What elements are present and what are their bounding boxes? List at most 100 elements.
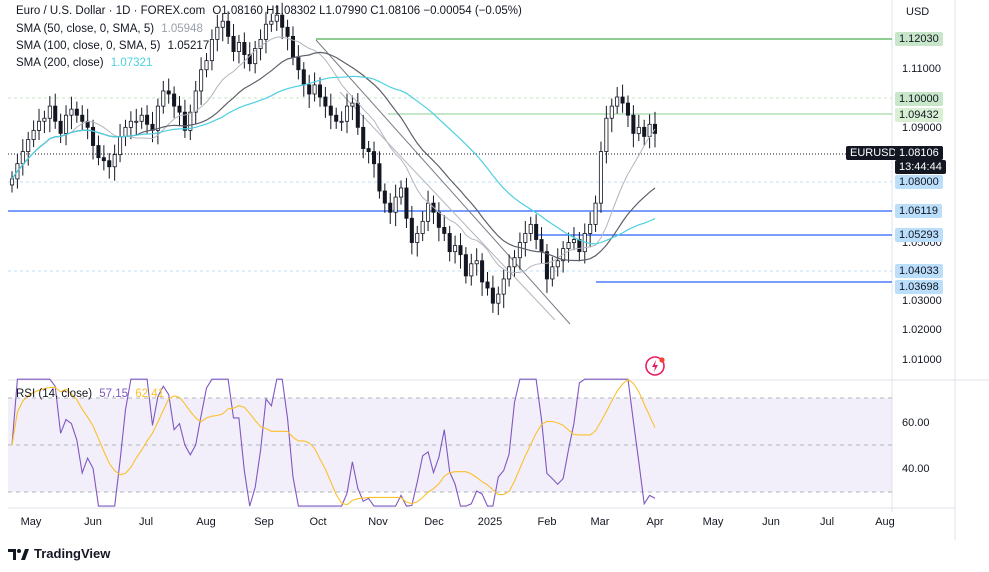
candle [625, 102, 631, 116]
candle [436, 211, 441, 228]
candle [550, 266, 555, 280]
sma200-line [11, 75, 656, 245]
candle [36, 120, 42, 131]
candle [642, 126, 647, 137]
candle [42, 117, 47, 122]
brand-name: TradingView [34, 546, 111, 561]
candle [188, 111, 193, 131]
sma50-line [11, 36, 656, 274]
candle [58, 120, 63, 134]
candle [204, 60, 209, 71]
time-tick: Aug [196, 516, 216, 528]
candle [388, 202, 393, 213]
price-tick: 1.11000 [902, 63, 941, 75]
candle [328, 105, 333, 116]
candle [604, 117, 609, 153]
candle [420, 220, 425, 234]
sma50-label: SMA (50, close, 0, SMA, 5) [16, 23, 155, 35]
candle [409, 217, 414, 243]
candle [118, 136, 123, 156]
candle [80, 114, 85, 122]
candle [458, 245, 463, 256]
sma100-label: SMA (100, close, 0, SMA, 5) [16, 40, 161, 52]
price-tick: 1.03000 [902, 295, 942, 307]
sma200-label: SMA (200, close) [16, 57, 104, 69]
trend-line [339, 91, 556, 321]
candle [615, 96, 620, 107]
candle [258, 39, 263, 49]
candle [507, 266, 512, 280]
candle [323, 96, 328, 107]
candle [269, 20, 274, 25]
rsi-value: 57.15 [99, 388, 129, 400]
tradingview-logo[interactable]: TradingView [8, 546, 110, 561]
time-tick: Jun [84, 516, 102, 528]
candle [593, 202, 598, 225]
candle [469, 263, 474, 277]
candle [199, 69, 204, 92]
candle [307, 84, 312, 95]
time-tick: Apr [646, 516, 664, 528]
candle [555, 260, 560, 268]
candle [247, 54, 252, 65]
candle [242, 42, 247, 55]
candle [182, 111, 187, 131]
candle [220, 20, 225, 28]
candle [355, 102, 360, 128]
candle [161, 90, 166, 107]
candle [523, 233, 528, 243]
level-tag: 1.12030 [895, 32, 943, 46]
candle [139, 114, 144, 122]
candle [96, 145, 101, 159]
candle [463, 254, 468, 277]
time-tick: Oct [309, 516, 327, 528]
candle [652, 123, 658, 134]
candle [620, 96, 625, 104]
candle [53, 105, 58, 122]
time-tick: Aug [875, 516, 895, 528]
candle [447, 233, 452, 253]
candle [193, 90, 198, 113]
time-tick: Dec [424, 516, 444, 528]
candle [339, 120, 344, 123]
sma50-legend[interactable]: SMA (50, close, 0, SMA, 5) 1.05948 [16, 23, 203, 35]
candle [453, 245, 458, 253]
rsi-legend[interactable]: RSI (14, close) 57.15 62.41 [16, 388, 164, 400]
symbol-tag: EURUSD [846, 146, 901, 160]
candle [301, 69, 306, 86]
candle [317, 84, 323, 98]
time-tick: 2025 [477, 516, 503, 528]
sma200-legend[interactable]: SMA (200, close) 1.07321 [16, 57, 152, 69]
candle [312, 84, 317, 95]
symbol-info[interactable]: Euro / U.S. Dollar · 1D · FOREX.com O1.0… [16, 5, 522, 17]
price-tick: 1.02000 [902, 324, 942, 336]
lightning-icon[interactable] [645, 355, 665, 376]
candle [539, 239, 544, 253]
candle [123, 126, 128, 137]
candle [366, 148, 371, 152]
candle [31, 129, 36, 140]
candle [47, 105, 52, 119]
rsi-label: RSI (14, close) [16, 388, 93, 400]
candle [490, 287, 495, 304]
candle [101, 157, 106, 162]
candle [404, 187, 409, 219]
level-tag: 1.04033 [895, 264, 943, 278]
time-tick: Nov [368, 516, 388, 528]
time-tick: Jul [819, 516, 835, 528]
candle [9, 178, 15, 186]
candle [631, 114, 636, 134]
candle [263, 23, 268, 40]
time-tick: May [702, 516, 724, 528]
currency-label[interactable]: USD [906, 6, 930, 18]
candle [399, 187, 404, 198]
candle [274, 14, 279, 22]
rsi-ma-value: 62.41 [135, 388, 165, 400]
candle [20, 151, 25, 165]
candle [609, 105, 614, 119]
sma100-legend[interactable]: SMA (100, close, 0, SMA, 5) 1.05217 [16, 40, 209, 52]
candle [107, 160, 112, 168]
candle [485, 281, 490, 289]
